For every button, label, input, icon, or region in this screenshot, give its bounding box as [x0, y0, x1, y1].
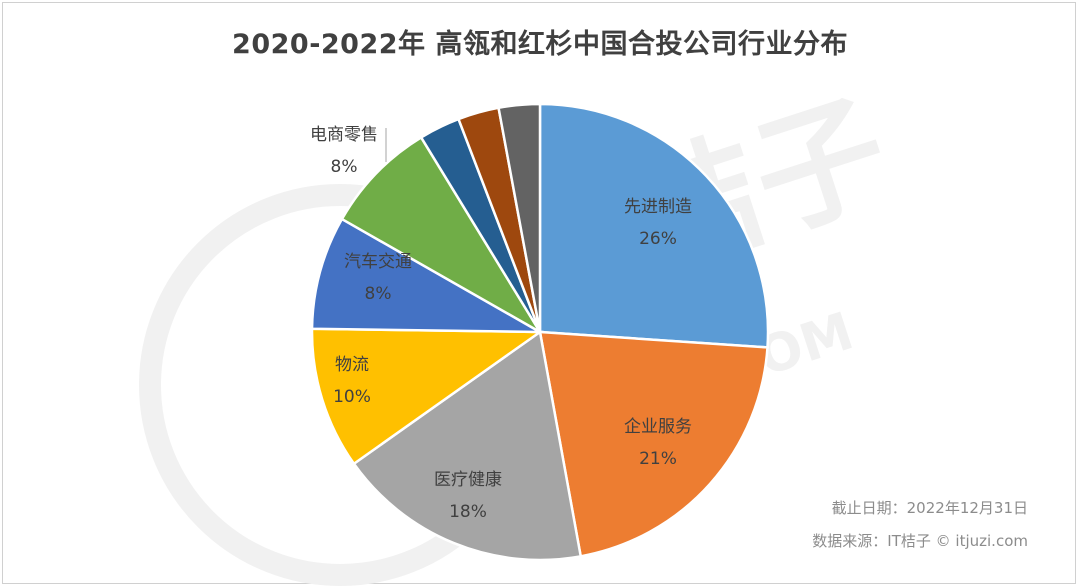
slice-label: 汽车交通: [344, 252, 412, 272]
slice-label: 企业服务: [624, 417, 692, 437]
slice-value-label: 26%: [639, 229, 677, 249]
slice-label: 医疗健康: [434, 470, 502, 490]
pie-slice: [538, 330, 769, 558]
slice-value-label: 8%: [331, 157, 358, 177]
pie-slice: [340, 135, 542, 334]
slice-label: 物流: [335, 355, 369, 375]
slice-value-label: 18%: [449, 502, 487, 522]
slice-label: 先进制造: [624, 197, 692, 217]
pie-slice: [352, 329, 583, 562]
pie-slice: [497, 102, 542, 333]
slice-value-label: 21%: [639, 449, 677, 469]
slice-value-label: 8%: [365, 284, 392, 304]
footnote-date: 截止日期：2022年12月31日: [831, 499, 1028, 517]
pie-slice: [310, 327, 544, 466]
pie-slice: [538, 102, 770, 349]
pie-labels: 先进制造 26% 企业服务 21% 医疗健康 18% 物流 10% 汽车交通 8% 电商零售 8%: [310, 125, 692, 522]
slice-label: 电商零售: [310, 125, 378, 145]
pie-slice: [310, 217, 541, 334]
pie-slices: [310, 102, 770, 562]
slice-value-label: 10%: [333, 387, 371, 407]
chart-title: 2020-2022年 高瓴和红杉中国合投公司行业分布: [232, 29, 848, 60]
footnote-source: 数据来源：IT桔子 © itjuzi.com: [812, 532, 1028, 550]
